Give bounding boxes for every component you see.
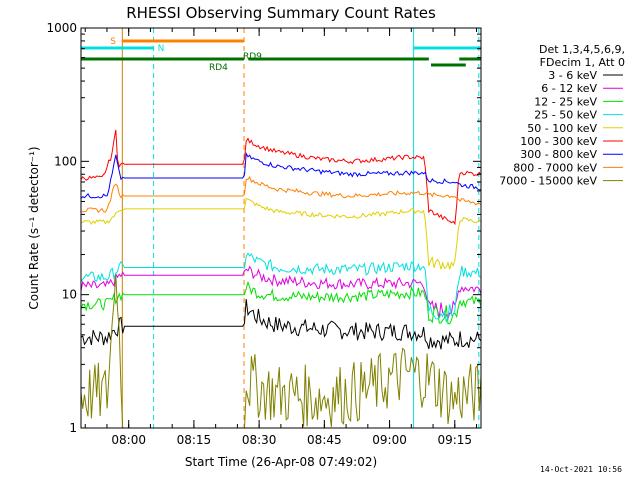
legend-entry-4: 50 - 100 keV <box>527 122 597 135</box>
series-line-3 <box>80 252 481 324</box>
annotation-rd4: RD4 <box>209 63 228 73</box>
legend-entry-8: 7000 - 15000 keV <box>499 175 597 188</box>
annotation-rd9: RD9 <box>243 52 262 62</box>
x-tick-label-2: 08:30 <box>242 433 277 447</box>
series-line-5 <box>80 129 482 226</box>
x-tick-label-4: 09:00 <box>372 433 407 447</box>
x-axis-label: Start Time (26-Apr-08 07:49:02) <box>185 455 377 469</box>
legend-entry-6: 300 - 800 keV <box>520 148 597 161</box>
series-line-6 <box>80 151 482 199</box>
series-line-1 <box>80 265 482 320</box>
legend-entry-7: 800 - 7000 keV <box>513 161 597 174</box>
y-tick-label-0: 1 <box>69 421 77 435</box>
series-line-8 <box>80 274 482 429</box>
legend-header-0: Det 1,3,4,5,6,9, <box>539 43 625 56</box>
chart-title: RHESSI Observing Summary Count Rates <box>126 4 436 22</box>
y-tick-label-2: 100 <box>54 154 77 168</box>
plot-frame <box>80 27 482 429</box>
axes <box>80 27 482 429</box>
legend-entry-1: 6 - 12 keV <box>541 82 597 95</box>
legend-entry-2: 12 - 25 keV <box>534 95 597 108</box>
legend-entry-3: 25 - 50 keV <box>534 109 597 122</box>
y-tick-label-3: 1000 <box>46 21 77 35</box>
legend-entry-0: 3 - 6 keV <box>548 69 597 82</box>
y-tick-label-1: 10 <box>62 288 77 302</box>
x-tick-label-5: 09:15 <box>437 433 472 447</box>
legend-entry-5: 100 - 300 keV <box>520 135 597 148</box>
series-line-4 <box>80 197 482 270</box>
x-tick-label-1: 08:15 <box>177 433 212 447</box>
timestamp: 14-Oct-2021 10:56 <box>540 465 622 474</box>
series-line-0 <box>80 299 482 350</box>
flag-label-1: N <box>158 44 165 54</box>
x-tick-label-3: 08:45 <box>307 433 342 447</box>
flag-label-0: S <box>110 37 116 47</box>
series-lines <box>80 129 482 429</box>
legend-header-1: FDecim 1, Att 0 <box>540 56 625 69</box>
x-tick-label-0: 08:00 <box>111 433 146 447</box>
series-line-2 <box>80 280 482 325</box>
chart-text: 1 10 100 1000 08:00 08:15 08:30 08:45 09:00 09:15… <box>27 4 625 469</box>
series-line-7 <box>80 175 482 214</box>
y-axis-label: Count Rate (s⁻¹ detector⁻¹) <box>27 146 41 309</box>
vertical-markers <box>121 28 480 428</box>
flag-bars: S N RD4 RD9 <box>81 37 481 73</box>
